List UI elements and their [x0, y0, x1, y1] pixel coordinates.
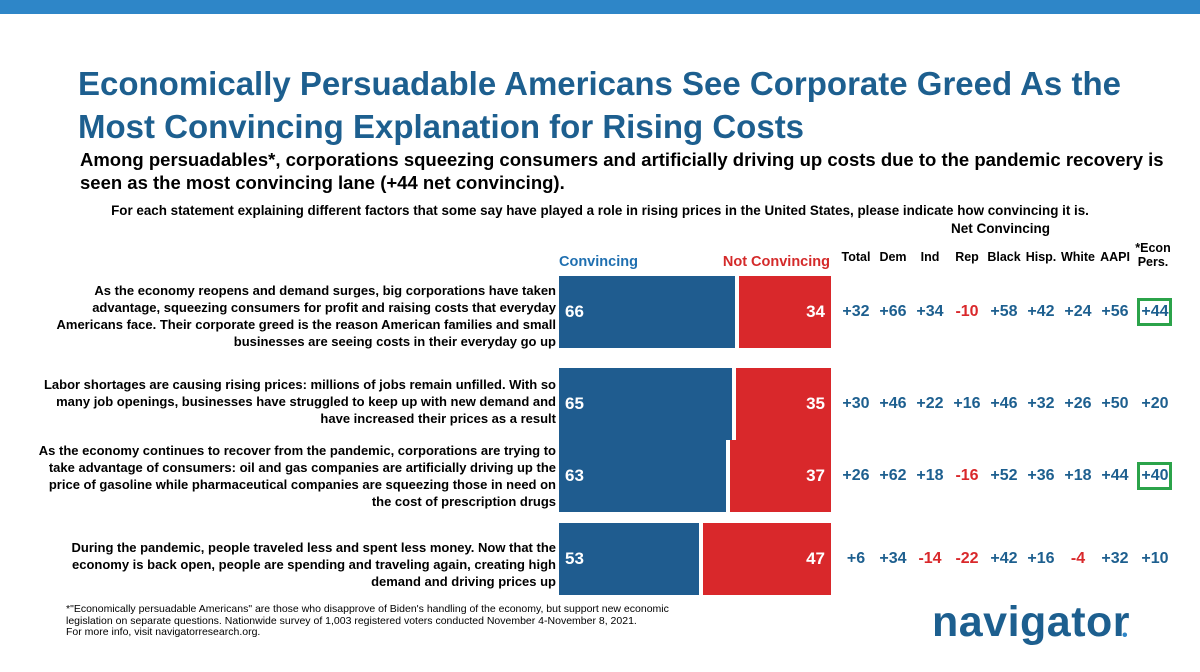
net-value: +44 [1101, 467, 1129, 484]
column-header-aapi: AAPI [1100, 250, 1130, 264]
net-value: -14 [918, 550, 942, 567]
chart-row: As the economy continues to recover from… [0, 440, 1200, 512]
chart-row: During the pandemic, people traveled les… [0, 523, 1200, 595]
column-header-rep: Rep [955, 250, 979, 264]
footnote: *"Economically persuadable Americans" ar… [66, 603, 766, 639]
page-title: Economically Persuadable Americans See C… [78, 65, 1121, 145]
net-value: +32 [842, 303, 870, 320]
statement-label: As the economy reopens and demand surges… [56, 283, 557, 349]
logo-dot: • [1122, 627, 1128, 644]
column-header-white: White [1060, 250, 1096, 264]
chart-row: Labor shortages are causing rising price… [0, 368, 1200, 440]
net-value: +6 [846, 550, 866, 567]
net-value: +22 [916, 395, 944, 412]
legend-convincing: Convincing [559, 254, 638, 270]
net-value: +42 [990, 550, 1018, 567]
net-value: +10 [1141, 550, 1169, 567]
highlight-box [1137, 462, 1172, 490]
net-convincing-header: Net Convincing [951, 221, 1051, 236]
net-value: +34 [879, 550, 907, 567]
bar-convincing: 65 [559, 368, 732, 440]
net-value: +58 [990, 303, 1018, 320]
bar-not-convincing: 34 [739, 276, 831, 348]
column-header-hisp: Hisp. [1025, 250, 1057, 264]
net-value: +34 [916, 303, 944, 320]
net-value: +16 [1027, 550, 1055, 567]
statement-label: Labor shortages are causing rising price… [43, 377, 556, 426]
subtitle: Among persuadables*, corporations squeez… [80, 149, 1164, 193]
bar-not-convincing: 47 [703, 523, 831, 595]
net-value: +18 [916, 467, 944, 484]
net-value: +32 [1101, 550, 1129, 567]
net-value: -22 [955, 550, 979, 567]
net-value: +36 [1027, 467, 1055, 484]
highlight-box [1137, 298, 1172, 326]
bar-not-convincing: 35 [736, 368, 831, 440]
net-value: +18 [1064, 467, 1092, 484]
column-header-dem: Dem [879, 250, 907, 264]
bar-convincing: 63 [559, 440, 726, 512]
net-value: +56 [1101, 303, 1129, 320]
net-value: +66 [879, 303, 907, 320]
net-value: +50 [1101, 395, 1129, 412]
navigator-logo: navigator [932, 598, 1131, 646]
top-band [0, 0, 1200, 14]
column-header-econ-pers: *Econ Pers. [1135, 241, 1171, 269]
chart-row: As the economy reopens and demand surges… [0, 276, 1200, 349]
bar-convincing: 66 [559, 276, 735, 348]
statement-label: During the pandemic, people traveled les… [71, 540, 556, 589]
net-value: +32 [1027, 395, 1055, 412]
column-header-total: Total [841, 250, 871, 264]
net-value: +46 [990, 395, 1018, 412]
legend-not-convincing: Not Convincing [722, 254, 830, 270]
net-value: +30 [842, 395, 870, 412]
column-header-ind: Ind [920, 250, 940, 264]
column-header-black: Black [987, 250, 1021, 264]
net-value: +16 [953, 395, 981, 412]
statement-label: As the economy continues to recover from… [38, 443, 556, 509]
net-value: -4 [1070, 550, 1086, 567]
net-value: +26 [1064, 395, 1092, 412]
bar-not-convincing: 37 [730, 440, 831, 512]
net-value: +44 [1141, 303, 1169, 320]
net-value: -16 [955, 467, 979, 484]
net-value: +20 [1141, 395, 1169, 412]
net-value: +40 [1141, 467, 1169, 484]
footnote-line-1: *"Economically persuadable Americans" ar… [66, 603, 669, 615]
survey-question: For each statement explaining different … [111, 203, 1089, 218]
footnote-line-2: legislation on separate questions. Natio… [66, 614, 637, 627]
bar-convincing: 53 [559, 523, 699, 595]
net-value: +46 [879, 395, 907, 412]
net-value: +42 [1027, 303, 1055, 320]
net-value: -10 [955, 303, 979, 320]
footnote-line-3: For more info, visit navigatorresearch.o… [66, 626, 261, 638]
net-value: +26 [842, 467, 870, 484]
net-value: +52 [990, 467, 1018, 484]
net-value: +24 [1064, 303, 1092, 320]
net-value: +62 [879, 467, 907, 484]
